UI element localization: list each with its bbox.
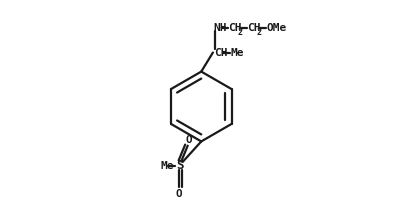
Text: Me: Me bbox=[231, 47, 244, 58]
Text: 2: 2 bbox=[256, 27, 261, 36]
Text: CH: CH bbox=[247, 23, 261, 33]
Text: S: S bbox=[176, 159, 184, 172]
Text: CH: CH bbox=[214, 47, 227, 58]
Text: NH: NH bbox=[213, 23, 226, 33]
Text: OMe: OMe bbox=[267, 23, 287, 33]
Text: CH: CH bbox=[229, 23, 242, 33]
Text: O: O bbox=[175, 189, 182, 199]
Text: O: O bbox=[186, 135, 192, 145]
Text: Me: Me bbox=[160, 161, 174, 171]
Text: 2: 2 bbox=[237, 27, 242, 36]
